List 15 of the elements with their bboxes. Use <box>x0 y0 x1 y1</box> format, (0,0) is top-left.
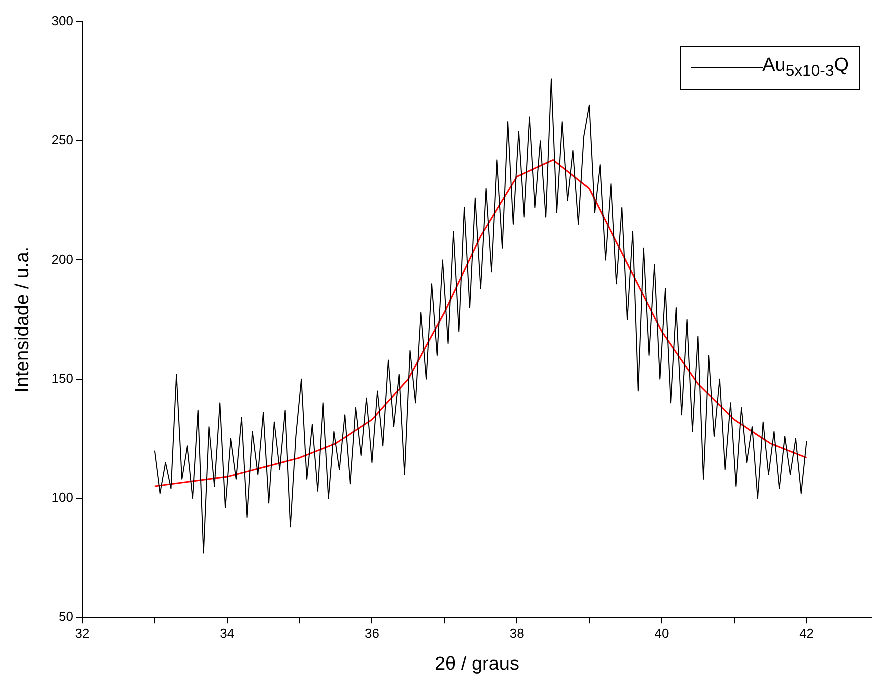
x-tick-label: 32 <box>75 626 90 641</box>
y-axis-title: Intensidade / u.a. <box>12 246 34 393</box>
y-tick-label: 100 <box>52 490 74 506</box>
legend-label: Au$_{5x10-3}$Q <box>762 55 849 81</box>
x-axis-title: 2θ / graus <box>434 654 520 675</box>
y-tick-label: 200 <box>52 252 74 267</box>
x-tick-label: 42 <box>800 626 814 641</box>
y-tick-label: 250 <box>52 132 74 148</box>
x-tick-label: 38 <box>510 626 524 641</box>
x-tick-label: 36 <box>364 626 380 641</box>
x-tick-label: 34 <box>220 626 235 641</box>
y-tick-label: 150 <box>52 370 74 386</box>
x-tick-label: 40 <box>654 626 670 641</box>
y-tick-label: 50 <box>59 609 74 624</box>
y-tick-label: 300 <box>52 14 74 29</box>
